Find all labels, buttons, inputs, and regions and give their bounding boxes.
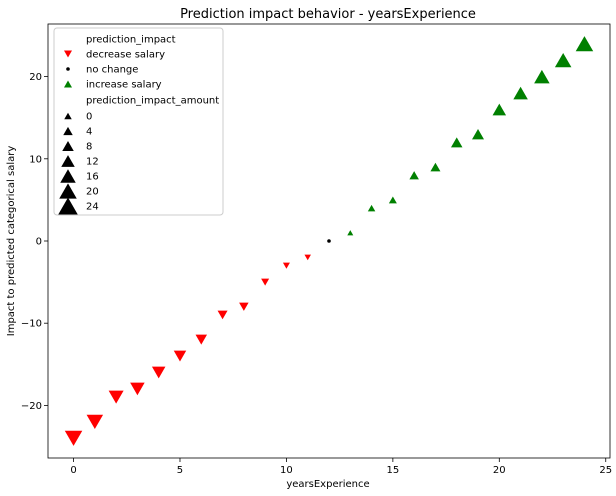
data-point (151, 366, 166, 379)
data-point (534, 69, 550, 84)
data-point (64, 430, 83, 446)
data-point (130, 382, 145, 396)
chart-title: Prediction impact behavior - yearsExperi… (180, 7, 476, 22)
data-point (430, 162, 441, 172)
x-tick-label: 5 (177, 465, 183, 476)
data-point (554, 53, 572, 68)
legend-size-label: 16 (86, 172, 99, 183)
data-point (472, 128, 485, 140)
legend-size-marker (62, 141, 74, 151)
data-point (304, 254, 311, 261)
legend-size-label: 8 (86, 142, 92, 153)
legend-size-marker (59, 183, 77, 199)
legend-size-marker (60, 169, 76, 183)
x-axis: 0 5 10 15 20 25 (70, 458, 612, 476)
data-point (239, 302, 249, 311)
y-axis-label: Impact to predicted categorical salary (6, 146, 17, 337)
x-tick-label: 0 (70, 465, 76, 476)
legend-box (53, 27, 224, 216)
legend-size-marker (64, 112, 72, 120)
legend-title-hue: prediction_impact (86, 35, 176, 46)
data-point (261, 278, 270, 286)
y-tick-label: 0 (36, 237, 42, 248)
legend-label: decrease salary (86, 50, 165, 61)
legend-label: no change (86, 65, 138, 76)
x-tick-label: 25 (599, 465, 612, 476)
y-tick-label: −10 (21, 319, 42, 330)
data-point (282, 262, 290, 269)
data-point (195, 334, 208, 345)
legend-size-label: 20 (86, 187, 99, 198)
legend-size-marker (58, 197, 78, 215)
data-point (108, 390, 124, 404)
y-axis: −20 −10 0 10 20 (21, 72, 48, 412)
data-point (327, 239, 331, 243)
legend-size-label: 24 (86, 202, 99, 213)
data-point (409, 171, 419, 180)
data-point (367, 204, 376, 212)
legend-size-marker (61, 155, 75, 167)
legend-size-label: 12 (86, 157, 99, 168)
x-tick-label: 20 (493, 465, 506, 476)
y-tick-label: −20 (21, 401, 42, 412)
data-point (492, 103, 507, 116)
legend-size-marker (63, 126, 73, 136)
x-tick-label: 10 (280, 465, 293, 476)
legend-marker (64, 50, 72, 58)
data-point (575, 36, 594, 52)
legend-marker (66, 67, 70, 71)
data-point (450, 137, 463, 148)
x-tick-label: 15 (386, 465, 399, 476)
data-point (388, 196, 397, 204)
legend-title-size: prediction_impact_amount (86, 96, 219, 107)
legend-marker (64, 80, 72, 88)
data-point (347, 230, 354, 236)
legend-label: increase salary (86, 80, 162, 91)
plot-frame (47, 23, 611, 459)
data-point (217, 310, 228, 320)
data-point (173, 350, 187, 362)
y-tick-label: 10 (29, 154, 42, 165)
x-axis-label: yearsExperience (286, 479, 369, 490)
legend-size-label: 0 (86, 112, 92, 123)
data-point (513, 86, 528, 100)
data-point (86, 414, 104, 429)
legend-size-label: 4 (86, 127, 92, 138)
legend: prediction_impact decrease salary no chang… (53, 27, 224, 216)
y-tick-label: 20 (29, 72, 42, 83)
data-points (64, 36, 594, 446)
